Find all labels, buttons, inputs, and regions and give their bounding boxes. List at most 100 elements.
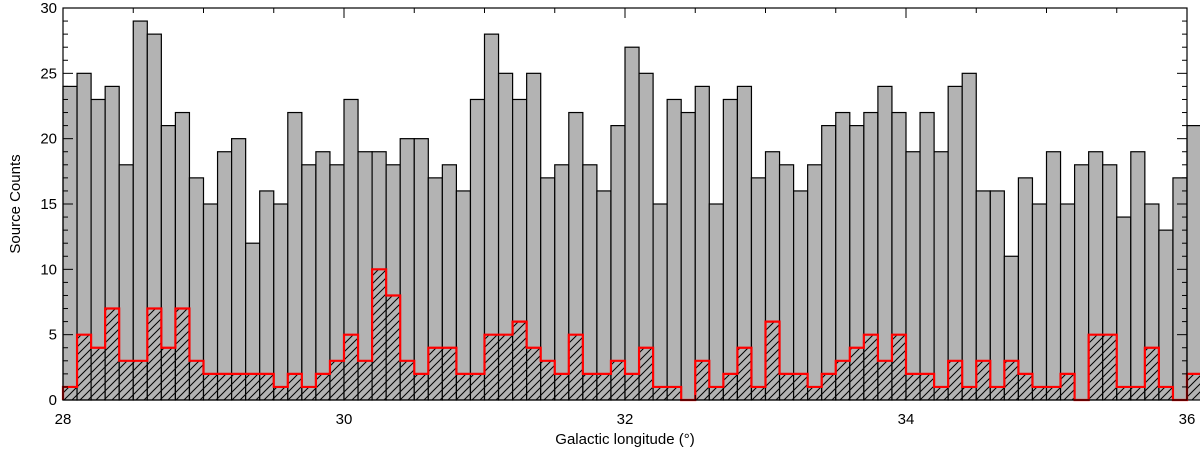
grey-bar [455, 190, 472, 401]
grey-bar [315, 151, 331, 401]
red-bar [512, 321, 527, 400]
grey-bar [301, 164, 317, 401]
grey-bar [877, 85, 893, 401]
x-axis-label: Galactic longitude (°) [555, 431, 694, 448]
red-bar [779, 373, 794, 400]
red-bar [344, 334, 359, 400]
x-tick-label: 36 [1179, 411, 1196, 428]
red-bar [372, 269, 387, 400]
red-bar [877, 360, 892, 400]
red-bar [709, 386, 724, 400]
grey-bar [132, 20, 148, 401]
red-bar [695, 360, 710, 400]
y-tick-label: 5 [49, 327, 57, 344]
red-bar [765, 321, 780, 400]
red-bar [329, 360, 344, 400]
grey-bar [259, 190, 275, 401]
grey-bar [596, 190, 612, 401]
grey-bar [1158, 229, 1174, 401]
red-bar [358, 360, 373, 400]
x-tick-label: 32 [617, 411, 634, 428]
red-bar [442, 347, 457, 400]
red-bar [793, 373, 808, 400]
red-bar [203, 373, 218, 400]
red-step-outline [61, 268, 1200, 402]
grey-bar [1059, 203, 1076, 401]
red-bar [962, 386, 977, 400]
red-bar [414, 373, 429, 400]
red-bar [849, 347, 864, 400]
grey-bar [202, 203, 219, 401]
red-bar [751, 386, 766, 400]
grey-bar [807, 164, 823, 401]
grey-bar [273, 203, 289, 401]
red-bar [554, 373, 569, 400]
grey-bar [624, 46, 640, 401]
x-tick-label: 34 [898, 411, 915, 428]
red-bar [807, 386, 822, 400]
red-bar [568, 334, 583, 400]
grey-bars-series [62, 20, 1200, 401]
red-bar [1060, 373, 1075, 400]
y-tick-label: 30 [40, 0, 57, 17]
red-bar [920, 373, 935, 400]
y-tick-label: 25 [40, 65, 57, 82]
red-bar [245, 373, 260, 400]
red-bar [259, 373, 274, 400]
grey-bar [708, 203, 724, 401]
grey-bar [694, 85, 710, 401]
red-bar [161, 347, 176, 400]
grey-bar [1073, 164, 1090, 401]
red-bar [456, 373, 471, 400]
grey-bar [821, 124, 837, 401]
red-bar [301, 386, 316, 400]
grey-bar [835, 111, 851, 401]
grey-bar [1017, 177, 1034, 401]
grey-bar [1045, 151, 1062, 401]
red-bar [400, 360, 415, 400]
y-tick-label: 20 [40, 131, 57, 148]
grey-bar [919, 111, 935, 401]
red-bar [625, 373, 640, 400]
red-bar [976, 360, 991, 400]
red-bar [386, 295, 401, 400]
grey-bar [792, 190, 809, 401]
red-bar [1187, 373, 1200, 400]
red-bar [596, 373, 611, 400]
red-bar [1144, 347, 1159, 400]
red-bar [428, 347, 443, 400]
red-bar [821, 373, 836, 400]
y-tick-label: 10 [40, 261, 57, 278]
red-bar [133, 360, 148, 400]
red-bar [526, 347, 541, 400]
red-hatched-bars-series [61, 268, 1200, 402]
grey-bar [610, 124, 626, 401]
red-bar [175, 308, 190, 400]
grey-bar [1116, 216, 1132, 401]
red-bar [1088, 334, 1103, 400]
x-tick-label: 28 [55, 411, 72, 428]
grey-bar [231, 138, 247, 401]
y-tick-label: 15 [40, 196, 57, 213]
red-bar [737, 347, 752, 400]
grey-bar [582, 164, 598, 401]
red-bar [610, 360, 625, 400]
grey-bar [1186, 124, 1200, 401]
red-bar [231, 373, 246, 400]
red-bar [934, 386, 949, 400]
red-bar [835, 360, 850, 400]
red-bar [1046, 386, 1061, 400]
grey-bar [1130, 151, 1146, 401]
grey-bar [1172, 177, 1188, 401]
red-bar [1130, 386, 1145, 400]
red-bar [990, 386, 1005, 400]
x-tick-label: 30 [336, 411, 353, 428]
grey-bar [989, 190, 1005, 401]
grey-bar [413, 138, 429, 401]
red-bar [540, 360, 555, 400]
grey-bar [961, 72, 977, 401]
red-bar [582, 373, 597, 400]
red-bar [1158, 386, 1173, 400]
y-tick-label: 0 [49, 392, 57, 409]
